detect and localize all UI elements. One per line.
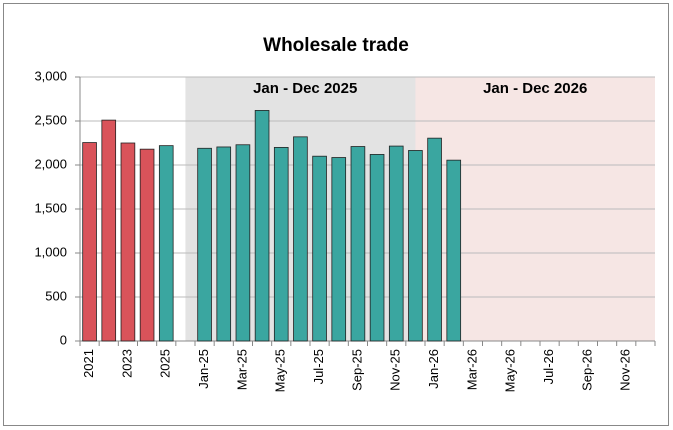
x-tick-label: Jul-25: [311, 349, 326, 384]
x-tick-label: Mar-26: [464, 349, 479, 390]
grid: [80, 76, 655, 298]
x-tick-label: 2021: [81, 349, 96, 378]
x-tick-label: 2023: [119, 349, 134, 378]
bar: [235, 144, 251, 342]
y-tick-label: 500: [45, 288, 67, 303]
bar: [139, 148, 155, 342]
x-tick-label: Nov-26: [618, 349, 633, 391]
x-tick-label: Sep-26: [579, 349, 594, 391]
x-tick-label: Jul-26: [541, 349, 556, 384]
bar: [446, 159, 462, 342]
bar: [101, 119, 117, 342]
bar: [158, 145, 174, 342]
bar: [82, 142, 97, 342]
bar: [427, 137, 442, 342]
bar: [197, 147, 212, 342]
bar: [369, 154, 385, 342]
y-tick-label: 1,500: [34, 200, 67, 215]
y-tick-label: 3,000: [34, 68, 67, 83]
bar: [350, 146, 366, 342]
bar: [331, 157, 347, 342]
x-tick-label: Nov-25: [388, 349, 403, 391]
bar: [312, 155, 327, 342]
region-label: Jan - Dec 2026: [483, 80, 587, 97]
bar: [120, 142, 136, 342]
x-tick-label: May-26: [503, 349, 518, 392]
x-tick-label: Sep-25: [349, 349, 364, 391]
bar: [254, 110, 270, 342]
bar: [273, 146, 289, 342]
x-tick-label: May-25: [273, 349, 288, 392]
bar: [293, 136, 308, 342]
x-tick-label: Jan-26: [426, 349, 441, 389]
chart-title: Wholesale trade: [263, 35, 409, 56]
bar: [216, 146, 232, 342]
bar: [408, 150, 423, 342]
y-tick-label: 2,000: [34, 156, 67, 171]
region-label: Jan - Dec 2025: [253, 80, 357, 97]
x-tick-label: Jan-25: [196, 349, 211, 389]
y-tick-label: 2,500: [34, 112, 67, 127]
x-tick-label: 2025: [158, 349, 173, 378]
y-tick-label: 0: [60, 332, 67, 347]
y-tick-label: 1,000: [34, 244, 67, 259]
x-tick-label: Mar-25: [234, 349, 249, 390]
bar: [388, 145, 404, 342]
